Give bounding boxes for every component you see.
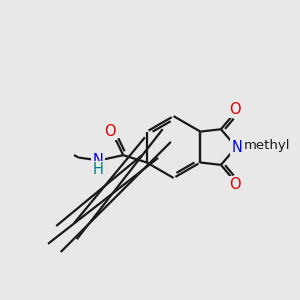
Text: H: H bbox=[92, 162, 103, 177]
Text: N: N bbox=[92, 153, 103, 168]
Text: O: O bbox=[229, 177, 241, 192]
Text: N: N bbox=[231, 140, 242, 154]
Text: methyl: methyl bbox=[244, 140, 290, 152]
Text: O: O bbox=[229, 102, 241, 117]
Text: O: O bbox=[104, 124, 116, 139]
